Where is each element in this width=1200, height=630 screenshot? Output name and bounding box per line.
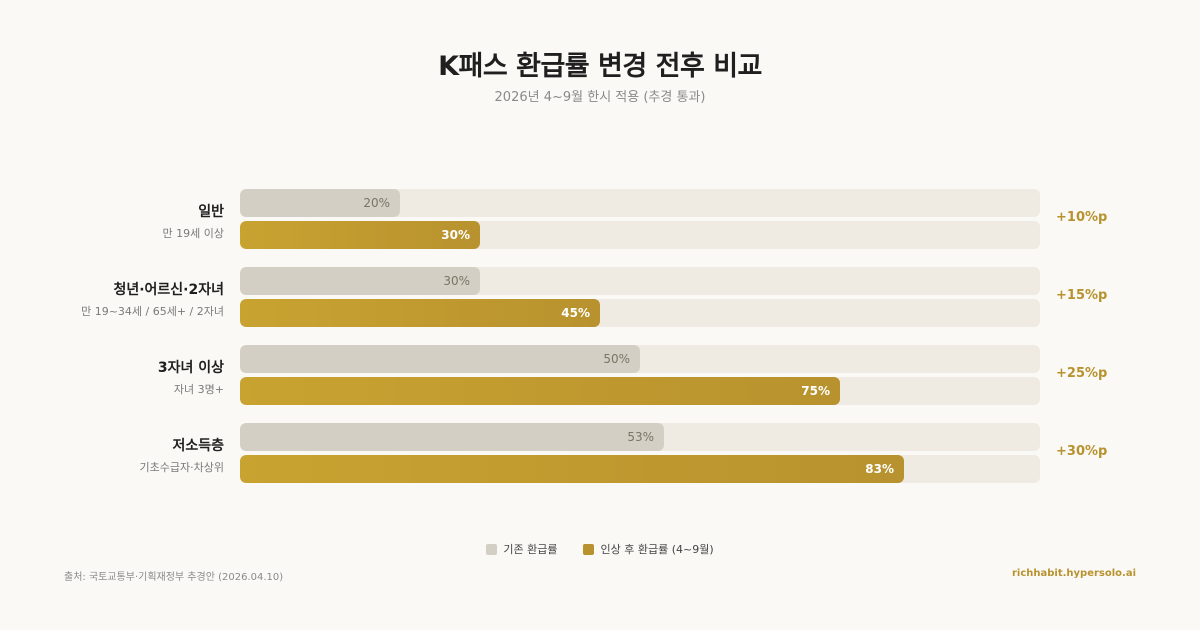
delta-label: +30%p bbox=[1056, 444, 1108, 459]
legend: 기존 환급률 인상 후 환급률 (4~9월) bbox=[0, 541, 1200, 557]
bar-value-before: 50% bbox=[603, 352, 630, 366]
bar-value-after: 45% bbox=[561, 306, 590, 320]
bar-before bbox=[240, 267, 480, 295]
category-name: 3자녀 이상 bbox=[157, 360, 224, 376]
bar-value-after: 30% bbox=[441, 228, 470, 242]
delta-label: +15%p bbox=[1056, 288, 1108, 303]
bar-after bbox=[240, 299, 600, 327]
category-name: 청년·어르신·2자녀 bbox=[113, 282, 224, 298]
category-name: 저소득층 bbox=[172, 438, 224, 454]
delta-label: +25%p bbox=[1056, 366, 1108, 381]
bar-track: 30% bbox=[240, 267, 1040, 295]
bar-value-before: 20% bbox=[363, 196, 390, 210]
bar-value-before: 53% bbox=[627, 430, 654, 444]
bar-value-after: 75% bbox=[801, 384, 830, 398]
category-subtitle: 만 19~34세 / 65세+ / 2자녀 bbox=[81, 305, 224, 318]
bar-track: 50% bbox=[240, 345, 1040, 373]
category-subtitle: 만 19세 이상 bbox=[162, 227, 224, 240]
bar-track: 20% bbox=[240, 189, 1040, 217]
legend-item-after: 인상 후 환급률 (4~9월) bbox=[583, 541, 714, 557]
bar-before bbox=[240, 423, 664, 451]
bar-before bbox=[240, 189, 400, 217]
category-name: 일반 bbox=[198, 204, 224, 220]
category-subtitle: 자녀 3명+ bbox=[173, 383, 224, 396]
category-subtitle: 기초수급자·차상위 bbox=[139, 461, 224, 474]
legend-label-after: 인상 후 환급률 (4~9월) bbox=[600, 543, 714, 556]
legend-swatch-before bbox=[486, 543, 498, 555]
legend-item-before: 기존 환급률 bbox=[486, 541, 557, 557]
bar-track: 45% bbox=[240, 299, 1040, 327]
source-note: 출처: 국토교통부·기획재정부 추경안 (2026.04.10) bbox=[64, 572, 284, 583]
brand-link[interactable]: richhabit.hypersolo.ai bbox=[1011, 568, 1136, 579]
bar-track: 75% bbox=[240, 377, 1040, 405]
bar-track: 30% bbox=[240, 221, 1040, 249]
bar-value-before: 30% bbox=[443, 274, 470, 288]
bar-track: 83% bbox=[240, 455, 1040, 483]
bar-after bbox=[240, 455, 904, 483]
bar-after bbox=[240, 221, 480, 249]
legend-swatch-after bbox=[583, 543, 595, 555]
bar-before bbox=[240, 345, 640, 373]
chart-title: K패스 환급률 변경 전후 비교 bbox=[438, 51, 762, 82]
bar-track: 53% bbox=[240, 423, 1040, 451]
delta-label: +10%p bbox=[1056, 210, 1108, 225]
bar-after bbox=[240, 377, 840, 405]
bar-value-after: 83% bbox=[865, 462, 894, 476]
chart-subtitle: 2026년 4~9월 한시 적용 (추경 통과) bbox=[494, 90, 706, 105]
legend-label-before: 기존 환급률 bbox=[503, 543, 558, 556]
